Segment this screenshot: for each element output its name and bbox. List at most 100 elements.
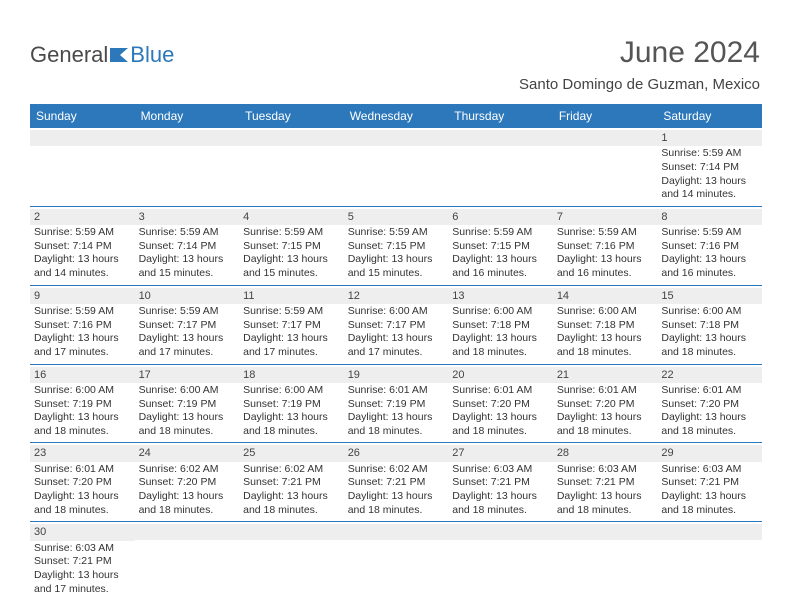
calendar-row: 30Sunrise: 6:03 AMSunset: 7:21 PMDayligh… bbox=[30, 522, 762, 600]
day-number: 27 bbox=[448, 445, 553, 461]
day-number: 7 bbox=[553, 209, 658, 225]
daylight-text: Daylight: 13 hours and 18 minutes. bbox=[452, 490, 549, 517]
day-number: 5 bbox=[344, 209, 449, 225]
sunset-text: Sunset: 7:17 PM bbox=[348, 319, 445, 333]
sunrise-text: Sunrise: 6:02 AM bbox=[243, 463, 340, 477]
sunrise-text: Sunrise: 6:00 AM bbox=[661, 305, 758, 319]
daylight-text: Daylight: 13 hours and 17 minutes. bbox=[243, 332, 340, 359]
sunset-text: Sunset: 7:14 PM bbox=[661, 161, 758, 175]
day-number: 23 bbox=[30, 445, 135, 461]
day-number: 14 bbox=[553, 288, 658, 304]
logo-text-1: General bbox=[30, 42, 108, 68]
day-number bbox=[448, 524, 553, 540]
weekday-header: Sunday bbox=[30, 104, 135, 128]
calendar-cell: 24Sunrise: 6:02 AMSunset: 7:20 PMDayligh… bbox=[135, 443, 240, 522]
calendar-cell: 30Sunrise: 6:03 AMSunset: 7:21 PMDayligh… bbox=[30, 522, 135, 600]
calendar-cell bbox=[344, 128, 449, 206]
day-number: 12 bbox=[344, 288, 449, 304]
daylight-text: Daylight: 13 hours and 15 minutes. bbox=[348, 253, 445, 280]
sunrise-text: Sunrise: 6:01 AM bbox=[34, 463, 131, 477]
daylight-text: Daylight: 13 hours and 18 minutes. bbox=[452, 332, 549, 359]
daylight-text: Daylight: 13 hours and 15 minutes. bbox=[139, 253, 236, 280]
sunrise-text: Sunrise: 6:01 AM bbox=[348, 384, 445, 398]
daylight-text: Daylight: 13 hours and 14 minutes. bbox=[34, 253, 131, 280]
day-number bbox=[553, 130, 658, 146]
sunset-text: Sunset: 7:14 PM bbox=[34, 240, 131, 254]
day-number bbox=[657, 524, 762, 540]
day-number: 21 bbox=[553, 367, 658, 383]
sunrise-text: Sunrise: 6:03 AM bbox=[34, 542, 131, 556]
day-number: 19 bbox=[344, 367, 449, 383]
daylight-text: Daylight: 13 hours and 18 minutes. bbox=[243, 411, 340, 438]
day-number: 4 bbox=[239, 209, 344, 225]
sunrise-text: Sunrise: 6:03 AM bbox=[452, 463, 549, 477]
day-number: 3 bbox=[135, 209, 240, 225]
daylight-text: Daylight: 13 hours and 18 minutes. bbox=[348, 411, 445, 438]
logo: General Blue bbox=[30, 42, 174, 68]
daylight-text: Daylight: 13 hours and 18 minutes. bbox=[557, 332, 654, 359]
calendar-cell: 16Sunrise: 6:00 AMSunset: 7:19 PMDayligh… bbox=[30, 364, 135, 443]
logo-text-2: Blue bbox=[130, 42, 174, 68]
calendar-cell: 10Sunrise: 5:59 AMSunset: 7:17 PMDayligh… bbox=[135, 285, 240, 364]
day-number bbox=[344, 524, 449, 540]
sunset-text: Sunset: 7:19 PM bbox=[139, 398, 236, 412]
weekday-header: Thursday bbox=[448, 104, 553, 128]
day-number: 17 bbox=[135, 367, 240, 383]
calendar-cell: 25Sunrise: 6:02 AMSunset: 7:21 PMDayligh… bbox=[239, 443, 344, 522]
calendar-cell: 8Sunrise: 5:59 AMSunset: 7:16 PMDaylight… bbox=[657, 206, 762, 285]
sunset-text: Sunset: 7:19 PM bbox=[243, 398, 340, 412]
daylight-text: Daylight: 13 hours and 15 minutes. bbox=[243, 253, 340, 280]
daylight-text: Daylight: 13 hours and 17 minutes. bbox=[348, 332, 445, 359]
day-number: 16 bbox=[30, 367, 135, 383]
calendar-cell: 14Sunrise: 6:00 AMSunset: 7:18 PMDayligh… bbox=[553, 285, 658, 364]
day-number bbox=[448, 130, 553, 146]
daylight-text: Daylight: 13 hours and 18 minutes. bbox=[139, 411, 236, 438]
sunrise-text: Sunrise: 6:01 AM bbox=[661, 384, 758, 398]
calendar-cell bbox=[239, 522, 344, 600]
day-number: 8 bbox=[657, 209, 762, 225]
daylight-text: Daylight: 13 hours and 18 minutes. bbox=[348, 490, 445, 517]
daylight-text: Daylight: 13 hours and 18 minutes. bbox=[661, 490, 758, 517]
sunset-text: Sunset: 7:21 PM bbox=[557, 476, 654, 490]
sunrise-text: Sunrise: 6:02 AM bbox=[139, 463, 236, 477]
sunset-text: Sunset: 7:21 PM bbox=[243, 476, 340, 490]
calendar-cell bbox=[135, 128, 240, 206]
sunset-text: Sunset: 7:20 PM bbox=[661, 398, 758, 412]
calendar-cell: 2Sunrise: 5:59 AMSunset: 7:14 PMDaylight… bbox=[30, 206, 135, 285]
calendar-cell: 17Sunrise: 6:00 AMSunset: 7:19 PMDayligh… bbox=[135, 364, 240, 443]
day-number: 22 bbox=[657, 367, 762, 383]
day-number: 20 bbox=[448, 367, 553, 383]
sunrise-text: Sunrise: 5:59 AM bbox=[139, 305, 236, 319]
calendar-body: 1Sunrise: 5:59 AMSunset: 7:14 PMDaylight… bbox=[30, 128, 762, 600]
sunset-text: Sunset: 7:14 PM bbox=[139, 240, 236, 254]
daylight-text: Daylight: 13 hours and 18 minutes. bbox=[557, 411, 654, 438]
sunrise-text: Sunrise: 6:03 AM bbox=[557, 463, 654, 477]
daylight-text: Daylight: 13 hours and 16 minutes. bbox=[661, 253, 758, 280]
page-title: June 2024 bbox=[620, 36, 760, 70]
sunset-text: Sunset: 7:20 PM bbox=[139, 476, 236, 490]
sunrise-text: Sunrise: 6:00 AM bbox=[452, 305, 549, 319]
sunset-text: Sunset: 7:15 PM bbox=[348, 240, 445, 254]
calendar-cell: 26Sunrise: 6:02 AMSunset: 7:21 PMDayligh… bbox=[344, 443, 449, 522]
daylight-text: Daylight: 13 hours and 16 minutes. bbox=[557, 253, 654, 280]
daylight-text: Daylight: 13 hours and 18 minutes. bbox=[34, 490, 131, 517]
weekday-header: Saturday bbox=[657, 104, 762, 128]
sunset-text: Sunset: 7:15 PM bbox=[243, 240, 340, 254]
calendar-cell: 21Sunrise: 6:01 AMSunset: 7:20 PMDayligh… bbox=[553, 364, 658, 443]
calendar-cell bbox=[135, 522, 240, 600]
day-number bbox=[239, 524, 344, 540]
calendar-cell: 9Sunrise: 5:59 AMSunset: 7:16 PMDaylight… bbox=[30, 285, 135, 364]
daylight-text: Daylight: 13 hours and 17 minutes. bbox=[139, 332, 236, 359]
sunrise-text: Sunrise: 6:01 AM bbox=[557, 384, 654, 398]
day-number: 6 bbox=[448, 209, 553, 225]
sunrise-text: Sunrise: 6:02 AM bbox=[348, 463, 445, 477]
calendar-cell: 4Sunrise: 5:59 AMSunset: 7:15 PMDaylight… bbox=[239, 206, 344, 285]
day-number: 25 bbox=[239, 445, 344, 461]
day-number: 11 bbox=[239, 288, 344, 304]
calendar-table: Sunday Monday Tuesday Wednesday Thursday… bbox=[30, 104, 762, 600]
calendar-cell: 29Sunrise: 6:03 AMSunset: 7:21 PMDayligh… bbox=[657, 443, 762, 522]
sunrise-text: Sunrise: 5:59 AM bbox=[661, 147, 758, 161]
calendar-cell: 7Sunrise: 5:59 AMSunset: 7:16 PMDaylight… bbox=[553, 206, 658, 285]
day-number: 10 bbox=[135, 288, 240, 304]
calendar-row: 16Sunrise: 6:00 AMSunset: 7:19 PMDayligh… bbox=[30, 364, 762, 443]
